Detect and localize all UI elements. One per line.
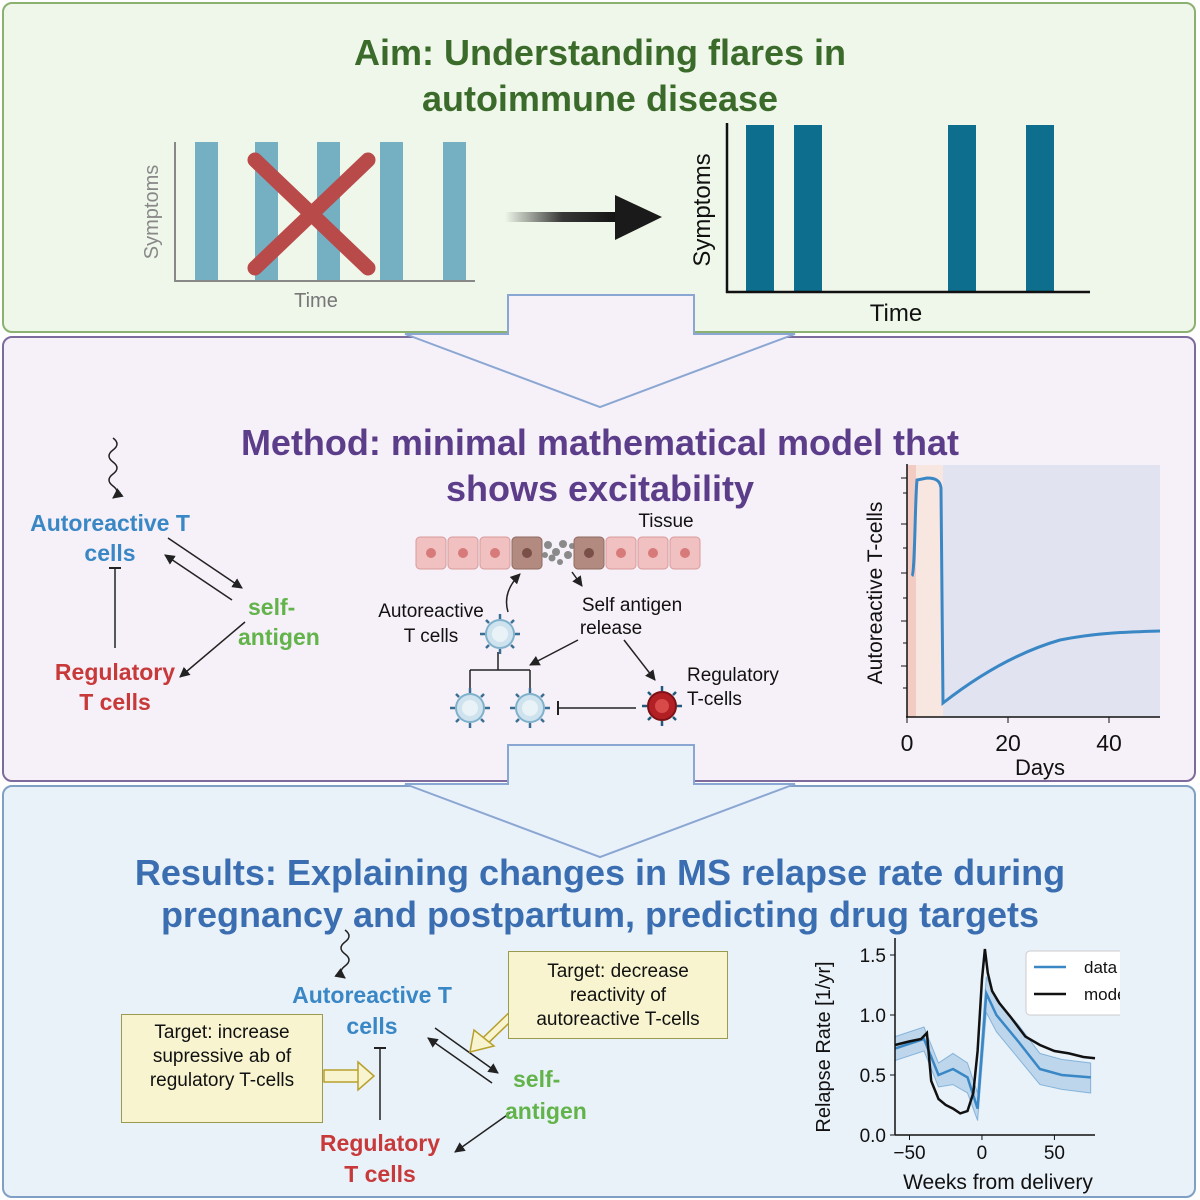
results-title: Results: Explaining changes in MS relaps…	[0, 852, 1200, 936]
series-line-model	[894, 948, 1096, 1115]
results-autoreactive-line1: Autoreactive T	[292, 982, 452, 1008]
data-confidence-band	[894, 976, 1092, 1121]
plot-xtick-20: 20	[995, 730, 1021, 756]
aim-right-bar	[746, 125, 774, 293]
relapse-chart-xlabel: Weeks from delivery	[903, 1171, 1093, 1194]
results-title-line1: Results: Explaining changes in MS relaps…	[134, 852, 1066, 893]
target-left-line3: regulatory T-cells	[149, 1070, 295, 1091]
cross-out-icon	[247, 152, 376, 276]
autoreactive-t-cell-icon	[480, 614, 520, 654]
target-left-line2: supressive ab of	[152, 1046, 292, 1067]
aim-right-bar	[948, 125, 976, 293]
illustration-self-antigen-line1: Self antigen	[582, 595, 682, 616]
method-title: Method: minimal mathematical model that …	[0, 420, 1200, 512]
plot-ylabel: Autoreactive T-cells	[864, 502, 887, 685]
method-regulatory-line2: T cells	[79, 689, 151, 715]
aim-left-bar	[195, 142, 218, 280]
target-box-autoreactive: Target: decrease reactivity of autoreact…	[508, 951, 728, 1039]
target-box-regulatory: Target: increase supressive ab of regula…	[121, 1014, 323, 1123]
excitability-plot: Autoreactive T-cells 0 20 40 Days	[864, 464, 1161, 780]
relapse-rate-chart: 0.0 0.5 1.0 1.5 −50 0 50 Relapse Rate [1/yr] W…	[813, 938, 1120, 1194]
y-tick-label: 1.0	[860, 1006, 886, 1027]
tissue-label: Tissue	[638, 511, 693, 532]
target-right-line2: reactivity of	[569, 985, 667, 1006]
target-right-line1: Target: decrease	[547, 961, 689, 982]
aim-right-bar	[794, 125, 822, 293]
results-regulatory-label: Regulatory T cells	[295, 1128, 465, 1190]
method-autoreactive-line1: Autoreactive T	[30, 510, 190, 536]
results-title-line2: pregnancy and postpartum, predicting dru…	[160, 894, 1040, 935]
relapse-chart-ylabel: Relapse Rate [1/yr]	[813, 961, 835, 1132]
aim-left-ylabel: Symptoms	[141, 165, 163, 259]
results-self-antigen-line1: self-	[513, 1066, 561, 1092]
stimulus-squiggle-icon	[108, 437, 124, 499]
illustration-regulatory-line2: T-cells	[687, 689, 742, 710]
autoreactive-t-cell-clone-icon	[450, 688, 490, 728]
legend-label-data: data	[1084, 958, 1118, 977]
method-self-antigen-label: self- antigen	[238, 592, 358, 652]
target-arrow-icon	[469, 1011, 516, 1054]
transition-arrow-icon	[505, 195, 662, 240]
autoreactive-trajectory-line	[910, 476, 1161, 707]
results-network-diagram	[323, 929, 516, 1153]
method-regulatory-label: Regulatory T cells	[30, 657, 200, 717]
x-tick-label: 50	[1044, 1143, 1065, 1164]
aim-left-bar	[380, 142, 403, 280]
flow-arrow-method-to-results	[404, 744, 796, 859]
method-regulatory-line1: Regulatory	[54, 659, 176, 685]
plot-xtick-0: 0	[901, 730, 914, 756]
plot-xlabel: Days	[1015, 755, 1065, 780]
method-illustration: Tissue	[378, 511, 779, 728]
plot-xtick-40: 40	[1096, 730, 1122, 756]
y-tick-label: 0.5	[860, 1066, 886, 1087]
method-self-antigen-line1: self-	[248, 594, 296, 620]
tissue-cell-row-icon	[415, 536, 701, 570]
results-regulatory-line2: T cells	[344, 1161, 416, 1187]
results-self-antigen-label: self- antigen	[505, 1063, 625, 1127]
series-line-data	[894, 988, 1091, 1109]
aim-title-line1: Aim: Understanding flares in	[353, 32, 847, 73]
illustration-autoreactive-line2: T cells	[404, 626, 459, 647]
results-stimulus-squiggle-icon	[334, 929, 350, 979]
method-title-line1: Method: minimal mathematical model that	[240, 422, 960, 463]
method-autoreactive-line2: cells	[84, 540, 136, 566]
illustration-autoreactive-line1: Autoreactive	[378, 601, 484, 622]
aim-right-chart: Symptoms Time	[689, 123, 1090, 327]
results-autoreactive-line2: cells	[346, 1013, 398, 1039]
aim-right-ylabel: Symptoms	[689, 153, 716, 266]
aim-title: Aim: Understanding flares in autoimmune …	[0, 30, 1200, 122]
aim-left-chart: Symptoms Time	[141, 142, 475, 312]
results-self-antigen-line2: antigen	[505, 1098, 587, 1124]
target-arrow-icon	[323, 1060, 376, 1092]
x-tick-label: −50	[893, 1143, 925, 1164]
illustration-self-antigen-line2: release	[580, 618, 642, 639]
method-title-line2: shows excitability	[445, 468, 755, 509]
legend-label-model: model	[1084, 985, 1120, 1004]
target-right-line3: autoreactive T-cells	[536, 1009, 700, 1030]
method-self-antigen-line2: antigen	[238, 624, 320, 650]
x-tick-label: 0	[977, 1143, 988, 1164]
flow-arrow-aim-to-method	[404, 294, 796, 409]
illustration-regulatory-line1: Regulatory	[687, 665, 779, 686]
method-autoreactive-label: Autoreactive T cells	[10, 508, 210, 568]
aim-left-xlabel: Time	[294, 290, 338, 312]
regulatory-t-cell-icon	[642, 686, 682, 726]
results-regulatory-line1: Regulatory	[319, 1130, 441, 1156]
aim-title-line2: autoimmune disease	[421, 78, 779, 119]
results-autoreactive-label: Autoreactive T cells	[272, 980, 472, 1042]
y-tick-label: 1.5	[860, 946, 886, 967]
aim-right-bar	[1026, 125, 1054, 293]
method-network-diagram	[108, 437, 246, 678]
target-left-line1: Target: increase	[154, 1022, 290, 1043]
autoreactive-t-cell-clone-icon	[510, 688, 550, 728]
y-tick-label: 0.0	[860, 1126, 886, 1147]
aim-left-bar	[443, 142, 466, 280]
aim-right-xlabel: Time	[870, 300, 922, 327]
